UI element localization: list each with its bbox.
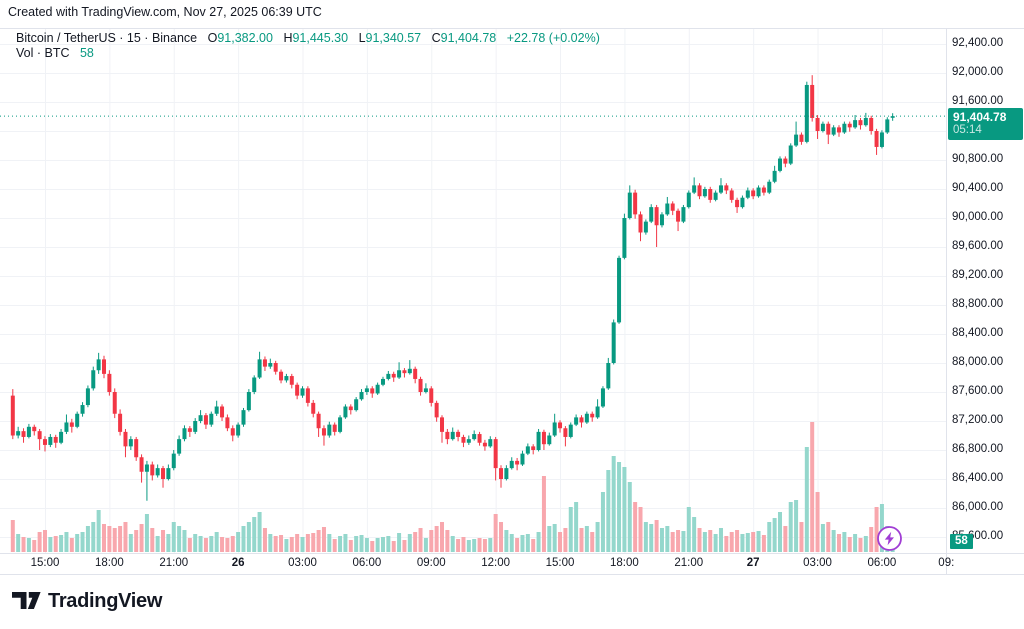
price-tick-label: 87,600.00	[952, 385, 1004, 397]
flash-button[interactable]	[876, 525, 903, 557]
time-tick-label: 06:00	[352, 557, 382, 569]
high-value: 91,445.30	[292, 31, 349, 45]
footer: TradingView	[12, 590, 162, 613]
price-tick-label: 86,800.00	[952, 443, 1004, 455]
legend-volume-row: Vol · BTC 58	[16, 46, 600, 61]
price-tick-label: 86,000.00	[952, 501, 1004, 513]
lightning-icon	[877, 526, 902, 551]
tradingview-brand: TradingView	[48, 590, 163, 612]
price-tick-label: 92,400.00	[952, 37, 1004, 49]
price-tick-label: 89,600.00	[952, 240, 1004, 252]
low-value: 91,340.57	[365, 31, 422, 45]
change-value: +22.78 (+0.02%)	[506, 31, 600, 45]
symbol-title: Bitcoin / TetherUS · 15 · Binance	[16, 31, 198, 45]
volume-label: Vol · BTC	[16, 46, 70, 60]
current-price: 91,404.78	[953, 110, 1007, 124]
price-tick-label: 91,600.00	[952, 95, 1004, 107]
time-tick-label: 09:00	[416, 557, 446, 569]
price-tick-label: 87,200.00	[952, 414, 1004, 426]
time-tick-label: 09:	[938, 557, 955, 569]
current-price-badge: 91,404.78 05:14	[948, 108, 1023, 140]
time-tick-label: 12:00	[481, 557, 511, 569]
legend-symbol-row: Bitcoin / TetherUS · 15 · Binance O91,38…	[16, 31, 600, 46]
price-tick-label: 88,800.00	[952, 298, 1004, 310]
time-tick-label: 26	[231, 557, 245, 569]
time-tick-label: 15:00	[545, 557, 575, 569]
time-tick-label: 21:00	[159, 557, 189, 569]
price-tick-label: 90,800.00	[952, 153, 1004, 165]
credit-line: Created with TradingView.com, Nov 27, 20…	[8, 5, 322, 19]
low-label: L	[358, 31, 366, 45]
time-tick-label: 03:00	[288, 557, 317, 569]
time-tick-label: 21:00	[674, 557, 704, 569]
bar-countdown: 05:14	[953, 124, 982, 136]
time-tick-label: 03:00	[803, 557, 832, 569]
price-tick-label: 88,000.00	[952, 356, 1004, 368]
time-tick-label: 06:00	[867, 557, 897, 569]
volume-value: 58	[79, 46, 94, 60]
price-tick-label: 92,000.00	[952, 66, 1004, 78]
high-label: H	[283, 31, 293, 45]
open-value: 91,382.00	[217, 31, 273, 45]
price-tick-label: 89,200.00	[952, 269, 1004, 281]
close-label: C	[431, 31, 441, 45]
time-tick-label: 15:00	[30, 557, 60, 569]
time-tick-label: 18:00	[610, 557, 639, 569]
tradingview-logo-icon	[12, 592, 41, 609]
volume-axis-badge: 58	[950, 534, 973, 549]
close-value: 91,404.78	[440, 31, 497, 45]
price-tick-label: 90,400.00	[952, 182, 1004, 194]
price-tick-label: 86,400.00	[952, 472, 1004, 484]
time-tick-label: 18:00	[94, 557, 124, 569]
open-label: O	[207, 31, 218, 45]
time-tick-label: 27	[746, 557, 760, 569]
chart-legend: Bitcoin / TetherUS · 15 · Binance O91,38…	[16, 31, 600, 61]
price-tick-label: 88,400.00	[952, 327, 1004, 339]
price-tick-label: 90,000.00	[952, 211, 1004, 223]
